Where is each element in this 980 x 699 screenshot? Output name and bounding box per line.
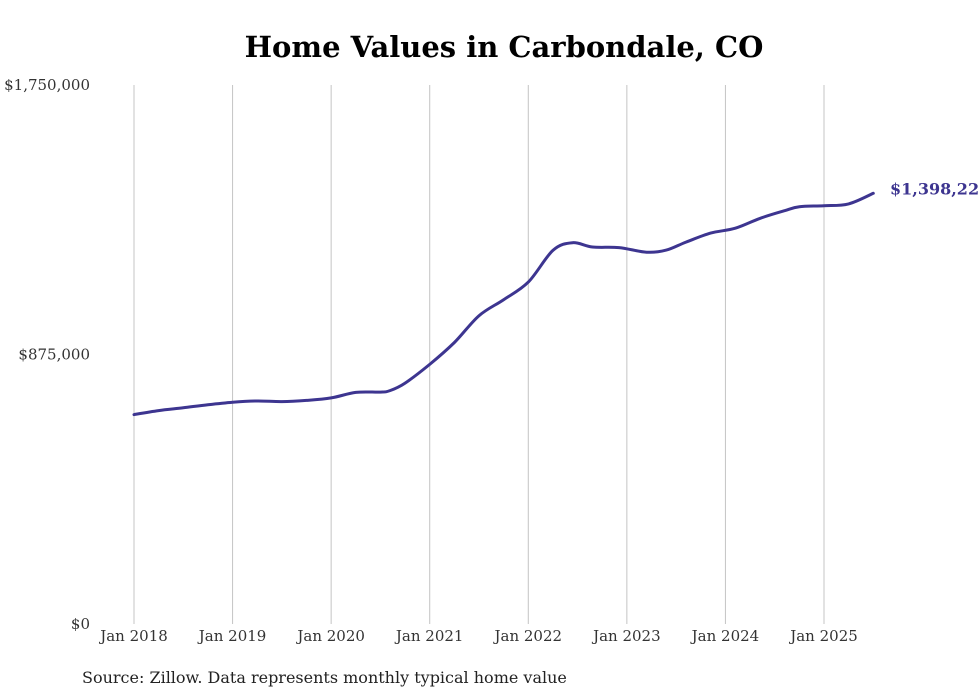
x-tick-label: Jan 2022 xyxy=(493,627,563,645)
series-layer xyxy=(132,191,875,417)
series-line-0 xyxy=(132,191,875,417)
end-value-label: $1,398,222 xyxy=(890,179,980,198)
x-tick-label: Jan 2023 xyxy=(591,627,661,645)
y-tick-label: $875,000 xyxy=(18,346,90,364)
x-tick-label: Jan 2024 xyxy=(690,627,760,645)
x-tick-label: Jan 2018 xyxy=(98,627,168,645)
y-tick-label: $0 xyxy=(71,615,90,633)
x-axis-ticks: Jan 2018 Jan 2019 Jan 2020 Jan 2021 Jan 2022… xyxy=(98,627,858,645)
end-label-layer: $1,398,222 xyxy=(890,179,980,198)
x-tick-label: Jan 2021 xyxy=(394,627,464,645)
chart-title: Home Values in Carbondale, CO xyxy=(244,30,764,64)
x-tick-label: Jan 2019 xyxy=(197,627,267,645)
y-axis-ticks: $0 $875,000 $1,750,000 xyxy=(4,76,90,633)
source-note: Source: Zillow. Data represents monthly … xyxy=(82,668,567,687)
gridlines xyxy=(133,85,825,624)
x-tick-label: Jan 2020 xyxy=(295,627,365,645)
x-tick-label: Jan 2025 xyxy=(788,627,858,645)
y-tick-label: $1,750,000 xyxy=(4,76,90,94)
